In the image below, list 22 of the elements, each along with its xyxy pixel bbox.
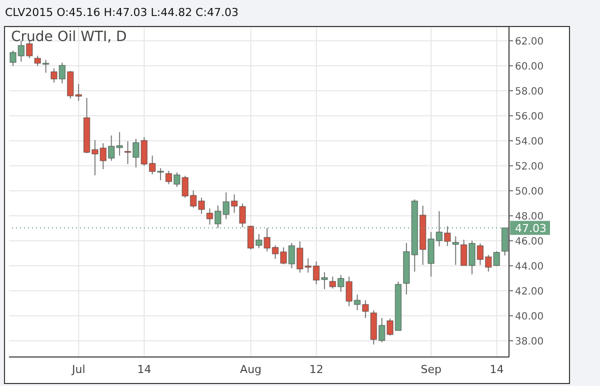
y-tick-label: 38.00	[515, 336, 544, 348]
ref-line-label: 47.03	[515, 222, 546, 235]
y-tick-label: 46.00	[515, 236, 544, 248]
y-tick-label: 40.00	[515, 311, 544, 322]
y-tick-label: 42.00	[515, 286, 544, 298]
x-tick-label: Jul	[71, 362, 86, 376]
y-tick-label: 56.00	[515, 111, 544, 122]
chart-title: Crude Oil WTI, D	[11, 29, 127, 45]
y-tick-label: 44.00	[515, 261, 544, 272]
text: CLV2015 O:45.16 H:47.03 L:44.82 C:47.03	[5, 6, 238, 19]
x-tick-label: 14	[490, 362, 504, 376]
y-tick-label: 54.00	[515, 136, 544, 148]
y-tick-label: 48.00	[515, 211, 544, 222]
x-tick-label: 14	[137, 362, 152, 376]
y-tick-label: 60.00	[515, 61, 544, 72]
y-tick-label: 62.00	[515, 36, 544, 48]
x-tick-label: Aug	[240, 362, 262, 376]
y-tick-label: 50.00	[515, 186, 544, 198]
x-tick-label: 12	[309, 362, 324, 376]
y-tick-label: 58.00	[515, 86, 544, 98]
y-tick-label: 52.00	[515, 161, 544, 172]
x-tick-label: Sep	[420, 362, 442, 376]
